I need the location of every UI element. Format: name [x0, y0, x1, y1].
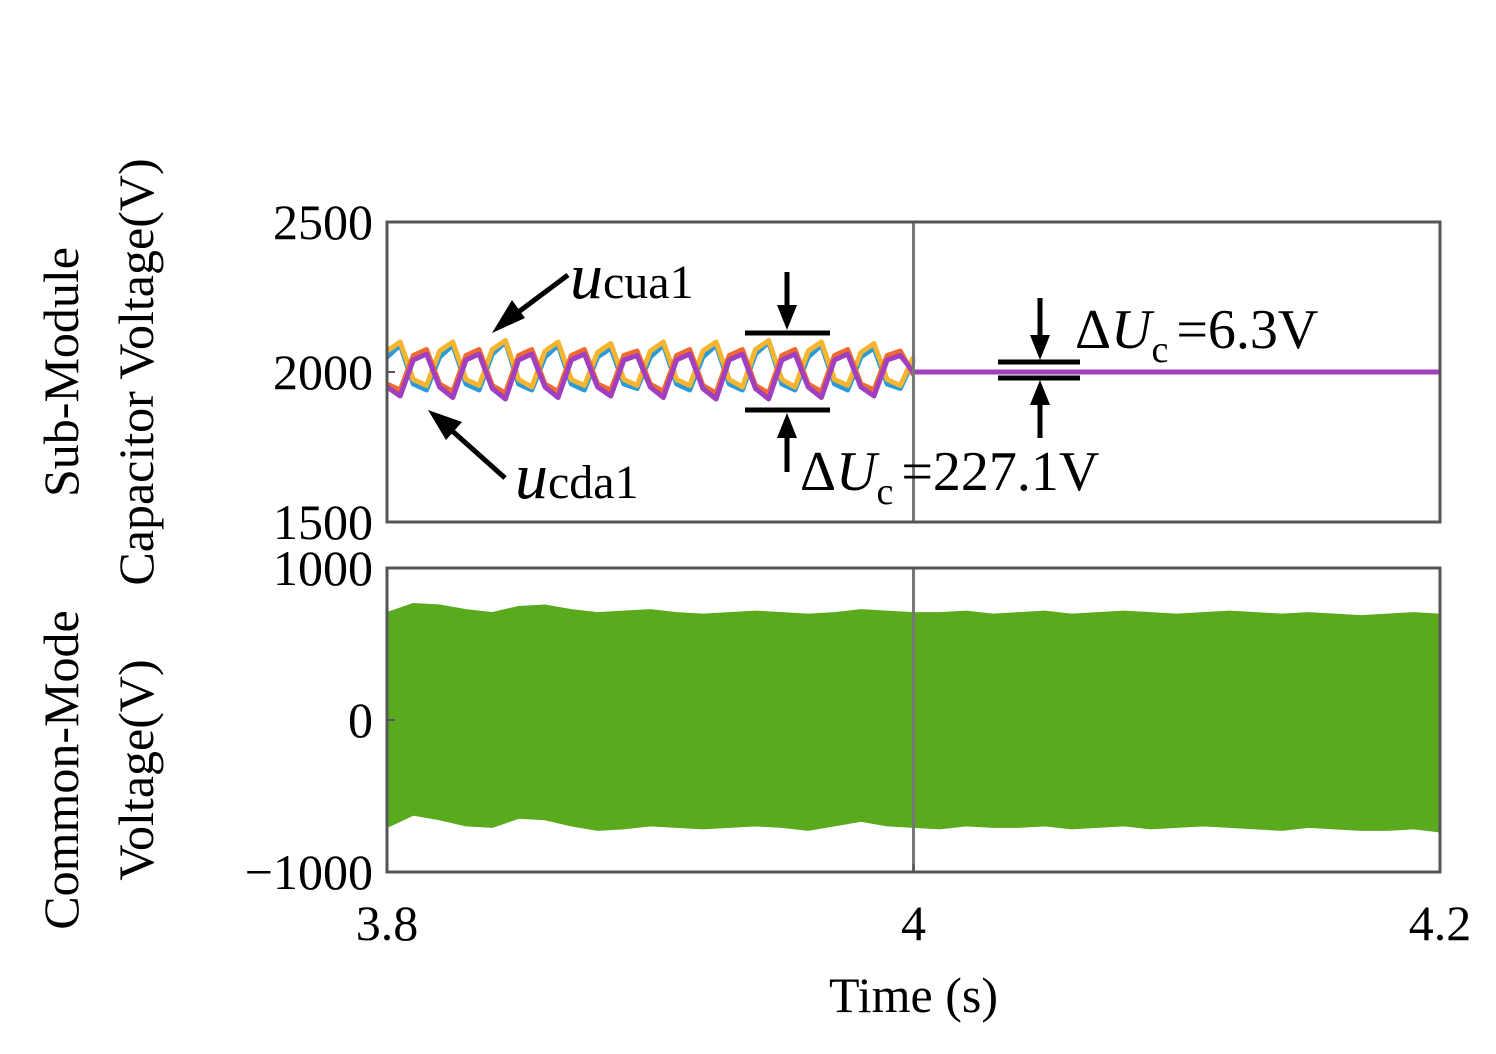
delta-annotation: ΔUc =6.3V — [1075, 299, 1318, 371]
series-line — [387, 338, 916, 390]
y-axis-label: Common-Mode — [33, 610, 89, 929]
series-label: ucua1 — [570, 240, 694, 313]
series-label: ucda1 — [515, 440, 639, 513]
arrowhead — [777, 413, 797, 438]
x-axis-label: Time (s) — [829, 967, 998, 1023]
y-axis-label: Voltage(V) — [108, 659, 164, 880]
arrowhead — [1030, 380, 1050, 405]
series-group — [387, 338, 1440, 402]
arrowhead — [492, 300, 525, 333]
x-tick-label: 4 — [901, 895, 926, 951]
y-axis-label: Capacitor Voltage(V) — [108, 158, 164, 585]
series-line — [387, 351, 1440, 402]
arrowhead — [428, 410, 462, 440]
plot-layer: 1500 2000 2500 Sub-Module Capacitor Voltage(… — [33, 158, 1471, 1023]
x-tick-label: 4.2 — [1409, 895, 1472, 951]
annotations: ucua1 ucda1 ΔUc =227.1V ΔUc =6.3V — [428, 240, 1318, 513]
arrowhead — [1030, 335, 1050, 360]
y-tick-label: 2500 — [273, 194, 373, 250]
y-tick-label: 1000 — [273, 540, 373, 596]
y-tick-label: 2000 — [273, 344, 373, 400]
y-tick-label: −1000 — [245, 844, 373, 900]
x-tick-label: 3.8 — [356, 895, 419, 951]
delta-annotation: ΔUc =227.1V — [800, 441, 1099, 513]
arrowhead — [777, 305, 797, 330]
y-axis-label: Sub-Module — [33, 247, 89, 497]
y-tick-label: 0 — [348, 692, 373, 748]
y-tick-label: 1500 — [273, 494, 373, 550]
